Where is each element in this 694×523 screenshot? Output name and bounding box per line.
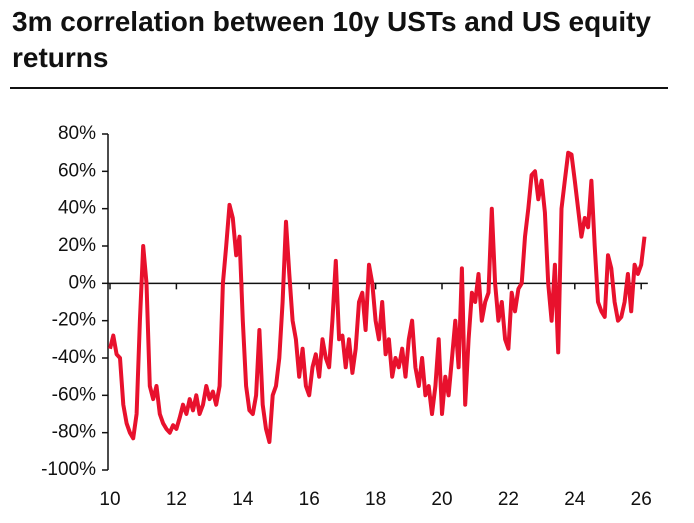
y-tick-label: 40% [58, 198, 96, 219]
x-tick-label: 18 [365, 489, 386, 510]
x-tick-label: 10 [99, 489, 120, 510]
x-tick-label: 26 [631, 489, 652, 510]
y-tick-label: 0% [69, 272, 97, 293]
chart-title: 3m correlation between 10y USTs and US e… [12, 6, 651, 73]
x-tick-label: 12 [166, 489, 187, 510]
x-tick-label: 24 [564, 489, 586, 510]
y-tick-label: 80% [58, 123, 96, 144]
y-tick-label: -20% [52, 310, 96, 331]
y-tick-label: -40% [52, 347, 96, 368]
x-tick-label: 16 [299, 489, 320, 510]
y-tick-label: 60% [58, 160, 96, 181]
data-line [108, 150, 647, 444]
y-tick-label: -100% [41, 459, 96, 480]
y-tick-label: -80% [52, 422, 96, 443]
y-tick-label: -60% [52, 384, 96, 405]
x-tick-label: 20 [431, 489, 452, 510]
y-tick-label: 20% [58, 235, 96, 256]
x-tick-label: 22 [498, 489, 519, 510]
x-tick-label: 14 [232, 489, 254, 510]
